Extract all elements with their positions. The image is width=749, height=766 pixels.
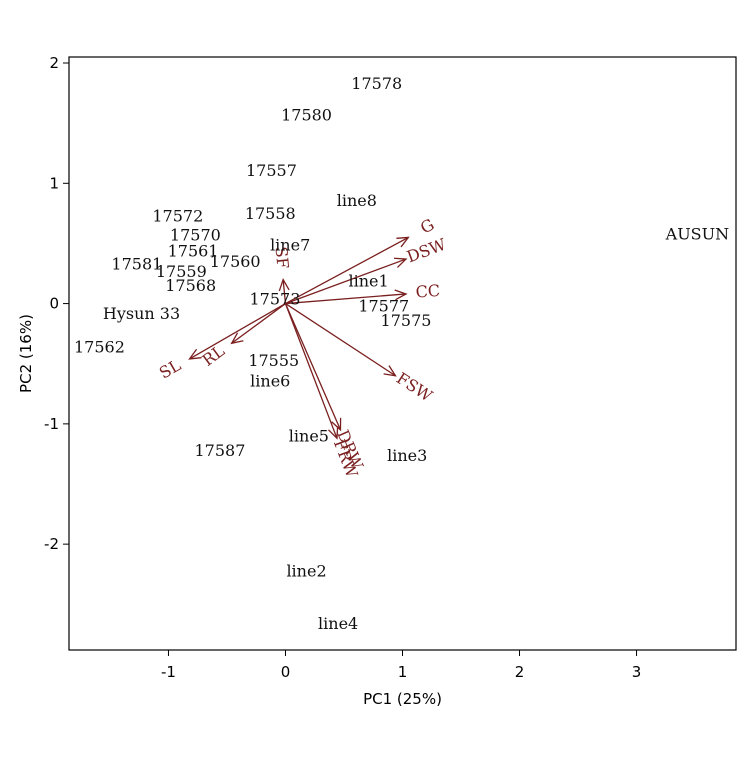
vector-label-cc: CC [415, 281, 441, 302]
y-tick-label: -2 [44, 535, 59, 553]
y-tick-label: -1 [44, 415, 59, 433]
point-label: 17587 [194, 441, 245, 460]
plot-frame [68, 56, 737, 651]
vector-cc: CC [285, 281, 441, 305]
x-tick-label: 1 [398, 663, 408, 681]
point-label: line6 [250, 371, 290, 390]
y-tick-label: 1 [49, 174, 59, 192]
point-label: line4 [318, 614, 358, 633]
point-label: line3 [387, 446, 427, 465]
point-label: 17557 [246, 161, 297, 180]
point-label: 17560 [210, 252, 261, 271]
vector-label-g: G [417, 215, 437, 238]
point-label: line7 [270, 235, 310, 254]
point-label: 17555 [248, 351, 299, 370]
y-tick-label: 2 [49, 54, 59, 72]
x-tick-label: 2 [515, 663, 525, 681]
point-label: 17572 [152, 206, 203, 225]
point-label: 17577 [358, 297, 409, 316]
point-label: 17578 [351, 74, 402, 93]
point-label: 17580 [281, 105, 332, 124]
y-axis-title: PC2 (16%) [17, 314, 35, 393]
vector-label-sl: SL [156, 355, 185, 382]
point-label: 17562 [74, 338, 125, 357]
point-label: 17570 [170, 226, 221, 245]
point-label: 17573 [249, 289, 300, 308]
x-tick-label: 0 [281, 663, 291, 681]
point-label: 17559 [156, 262, 207, 281]
axes: -1 0 1 2 3 -2 -1 0 1 2 [44, 54, 737, 681]
score-points: 17578 17580 17557 17572 17558 line8 17570 line7… [74, 74, 729, 633]
x-axis-title: PC1 (25%) [363, 690, 442, 708]
vector-label-dsw: DSW [404, 234, 449, 266]
point-label: line8 [337, 191, 377, 210]
point-label: AUSUN [665, 225, 729, 244]
vector-label-fsw: FSW [393, 368, 436, 405]
point-label: 17575 [381, 311, 432, 330]
vector-drw: DRW [284, 303, 367, 473]
point-label: line2 [286, 561, 326, 580]
point-label: line5 [289, 427, 329, 446]
point-label: Hysun 33 [103, 304, 180, 323]
x-tick-label: 3 [632, 663, 642, 681]
vector-label-sf: SF [271, 246, 292, 270]
y-tick-label: 0 [49, 295, 59, 313]
point-label: 17558 [245, 204, 296, 223]
point-label: 17581 [111, 255, 162, 274]
point-label: 17561 [168, 241, 219, 260]
point-label: 17568 [165, 276, 216, 295]
x-tick-label: -1 [161, 663, 176, 681]
point-label: line1 [348, 271, 388, 290]
vector-sf: SF [271, 246, 293, 304]
